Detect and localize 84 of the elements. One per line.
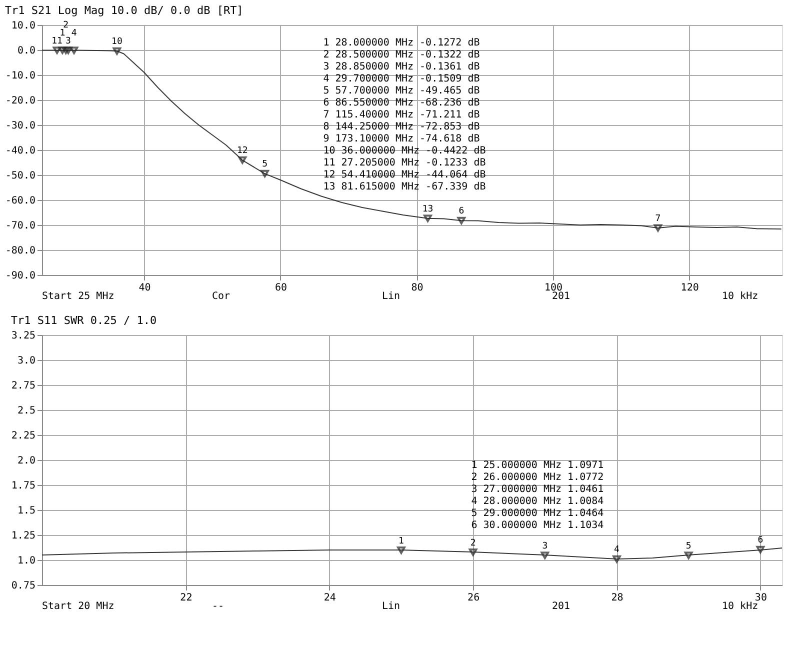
annotation: 2 26.000000 MHz 1.0772 (471, 472, 604, 483)
annotation: 2 (470, 538, 476, 548)
annotation: 13 81.615000 MHz -67.339 dB (323, 182, 486, 192)
x-tick-label: 22 (180, 592, 192, 604)
x-tick-label: 24 (324, 592, 336, 604)
y-tick-label: 3.0 (17, 356, 36, 366)
y-tick-label: -50.0 (5, 170, 36, 182)
y-tick-label: -10.0 (5, 70, 36, 82)
point (260, 170, 269, 178)
x-tick-label: 60 (274, 282, 288, 294)
y-tick-label: 2.0 (17, 456, 36, 466)
y-tick-label: 1.25 (11, 530, 36, 542)
chart-title: Tr1 S11 SWR 0.25 / 1.0 (10, 314, 157, 327)
point (424, 214, 432, 222)
point (457, 216, 466, 224)
text: Start 20 MHz -- Lin 201 10 kHz (42, 601, 758, 612)
annotation: 2 (63, 20, 69, 30)
y-tick-label: 2.75 (11, 380, 36, 392)
annotation: 10 36.000000 MHz -0.4422 dB (323, 146, 486, 156)
y-tick-label: 3.25 (11, 330, 36, 342)
annotation: 5 29.000000 MHz 1.0464 (471, 508, 604, 519)
annotation: 5 (686, 541, 692, 552)
y-tick-label: 0.0 (17, 46, 36, 56)
x-tick-label: 120 (680, 282, 699, 294)
annotation: 7 115.40000 MHz -71.211 dB (323, 110, 480, 120)
annotation: 4 (614, 545, 620, 556)
annotation: 12 (236, 146, 248, 156)
y-tick-label: 2.25 (11, 430, 36, 442)
y-tick-label: 1.0 (17, 556, 36, 566)
annotation: 12 54.410000 MHz -44.064 dB (323, 170, 486, 180)
annotation: 10 (112, 37, 122, 48)
y-tick-label: 1.5 (17, 506, 36, 516)
y-tick-label: 0.75 (11, 580, 36, 592)
y-tick-label: 1.75 (11, 480, 36, 492)
annotation: 3 27.000000 MHz 1.0461 (471, 484, 604, 495)
annotation: 13 (422, 204, 434, 214)
annotation: 1 (398, 536, 404, 546)
point (654, 224, 662, 232)
point (756, 546, 765, 554)
point (684, 552, 693, 560)
y-tick-label: -60.0 (5, 196, 36, 206)
annotation: 6 (758, 536, 764, 546)
y-tick-label: -40.0 (5, 146, 36, 156)
annotation: 2 28.500000 MHz -0.1322 dB (323, 50, 480, 60)
x-tick-label: 40 (138, 282, 151, 294)
annotation: 11 27.205000 MHz -0.1233 dB (323, 158, 486, 168)
annotation: 7 (655, 214, 661, 224)
annotation: 11 (52, 36, 62, 46)
annotation: 3 (542, 541, 548, 552)
annotation: 1 (60, 28, 66, 38)
point (52, 46, 62, 54)
x-tick-label: 26 (468, 592, 480, 604)
x-tick-label: 30 (754, 592, 767, 604)
y-tick-label: 2.5 (17, 406, 36, 416)
y-tick-label: -30.0 (5, 120, 36, 132)
annotation: 1 28.000000 MHz -0.1272 dB (323, 38, 480, 48)
point (397, 546, 406, 554)
annotation: 8 144.25000 MHz -72.853 dB (323, 122, 480, 132)
text: Start 25 MHz Cor Lin 201 10 kHz (42, 291, 758, 302)
point (612, 555, 621, 563)
annotation: 6 (458, 206, 464, 217)
annotation: 3 28.850000 MHz -0.1361 dB (323, 62, 480, 72)
x-tick-label: 80 (411, 282, 424, 294)
annotation: 5 (262, 160, 268, 170)
annotation: 6 86.550000 MHz -68.236 dB (323, 98, 480, 108)
y-tick-label: -20.0 (5, 96, 36, 106)
annotation: 3 (66, 36, 71, 46)
annotation: 6 30.000000 MHz 1.1034 (471, 520, 604, 531)
annotation: 4 (71, 28, 77, 38)
point (468, 548, 478, 556)
annotation: 5 57.700000 MHz -49.465 dB (323, 86, 480, 96)
y-tick-label: 10.0 (11, 20, 36, 32)
y-tick-label: -80.0 (5, 246, 36, 256)
point (540, 552, 550, 560)
point (238, 156, 247, 164)
y-tick-label: -90.0 (5, 270, 36, 282)
x-tick-label: 28 (611, 592, 624, 604)
annotation: 1 25.000000 MHz 1.0971 (471, 460, 604, 471)
y-tick-label: -70.0 (5, 220, 36, 232)
chart-title: Tr1 S21 Log Mag 10.0 dB/ 0.0 dB [RT] (4, 4, 244, 17)
annotation: 4 29.700000 MHz -0.1509 dB (323, 74, 480, 84)
point (112, 47, 122, 55)
annotation: 9 173.10000 MHz -74.618 dB (323, 134, 480, 144)
annotation: 4 28.000000 MHz 1.0084 (471, 496, 604, 507)
